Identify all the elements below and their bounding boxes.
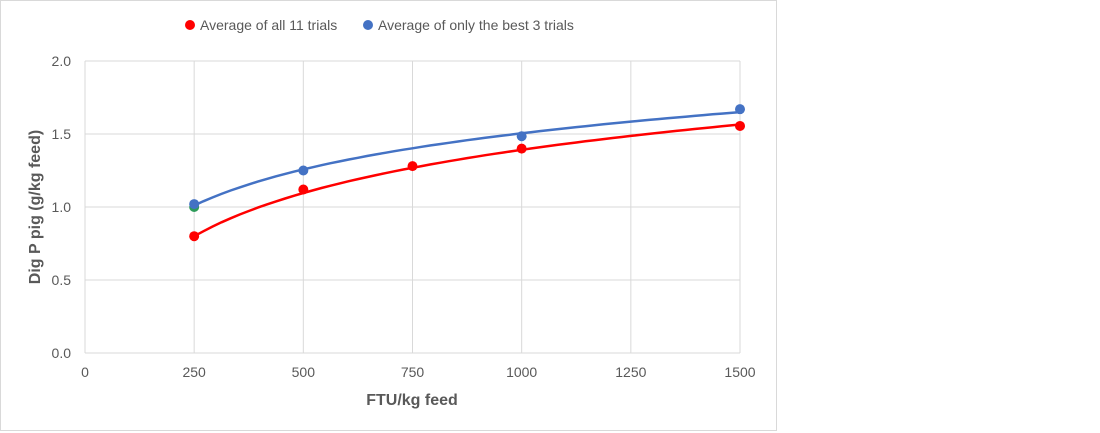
y-tick-label: 1.0	[52, 199, 72, 215]
y-tick-label: 0.0	[52, 345, 72, 361]
y-tick-label: 1.5	[52, 126, 72, 142]
data-point	[735, 120, 745, 131]
gridlines	[84, 60, 741, 354]
y-axis-label: Dig P pig (g/kg feed)	[27, 130, 44, 284]
trendlines	[193, 110, 741, 238]
data-point	[298, 165, 309, 176]
data-point	[298, 184, 309, 195]
trendline	[193, 123, 741, 238]
x-tick-label: 750	[401, 364, 425, 380]
x-tick-label: 1500	[724, 364, 755, 380]
legend-label: Average of all 11 trials	[200, 17, 337, 33]
trendline	[193, 110, 741, 207]
legend-marker	[185, 20, 195, 30]
data-point	[407, 161, 418, 172]
data-point	[189, 231, 200, 242]
x-tick-label: 1000	[506, 364, 537, 380]
data-points	[189, 104, 745, 242]
y-tick-label: 2.0	[52, 53, 72, 69]
legend: Average of all 11 trials Average of only …	[185, 17, 574, 33]
data-point	[516, 131, 527, 142]
x-axis-label: FTU/kg feed	[366, 392, 458, 409]
y-tick-label: 0.5	[52, 272, 72, 288]
data-point	[516, 143, 527, 154]
x-tick-label: 500	[292, 364, 316, 380]
legend-label: Average of only the best 3 trials	[378, 17, 574, 33]
data-point	[735, 104, 745, 115]
x-tick-label: 250	[182, 364, 206, 380]
tick-labels: 0 250 500 750 1000 1250 1500 0.0 0.5 1.0 1.5 2.0	[52, 53, 756, 380]
x-tick-label: 0	[81, 364, 89, 380]
legend-marker	[363, 20, 373, 30]
chart-frame	[0, 0, 777, 431]
data-point	[189, 199, 200, 210]
x-tick-label: 1250	[615, 364, 646, 380]
